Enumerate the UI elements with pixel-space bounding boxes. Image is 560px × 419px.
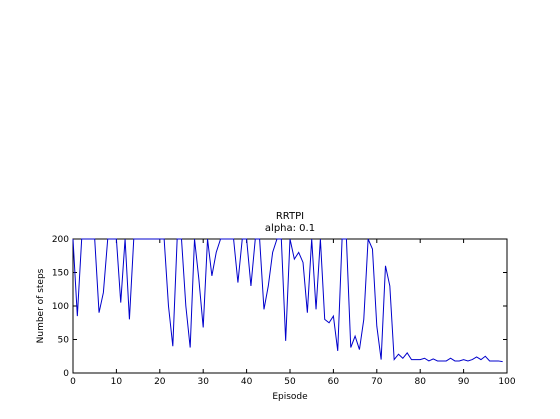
y-tick-label: 0 — [63, 369, 69, 379]
x-tick-label: 30 — [197, 377, 209, 387]
chart-subtitle: alpha: 0.1 — [265, 223, 315, 234]
chart-title: RRTPI — [276, 211, 304, 222]
x-tick-label: 90 — [458, 377, 470, 387]
x-tick-label: 10 — [111, 377, 123, 387]
y-tick-label: 200 — [52, 235, 69, 245]
tick-labels: 0 10 20 30 40 50 60 70 80 90 100 0 50 100 150 200 — [52, 235, 516, 387]
x-tick-label: 60 — [328, 377, 340, 387]
x-tick-label: 0 — [70, 377, 76, 387]
y-tick-label: 150 — [52, 269, 69, 279]
y-axis-label: Number of steps — [36, 268, 46, 343]
x-tick-label: 70 — [371, 377, 383, 387]
series-line — [72, 238, 503, 363]
x-tick-label: 80 — [414, 377, 426, 387]
x-tick-label: 40 — [241, 377, 253, 387]
plot-area — [72, 238, 508, 374]
x-tick-label: 100 — [498, 377, 515, 387]
x-tick-label: 50 — [284, 377, 296, 387]
y-tick-label: 100 — [52, 302, 69, 312]
y-tick-label: 50 — [58, 336, 70, 346]
x-axis-label: Episode — [272, 392, 308, 402]
x-tick-label: 20 — [154, 377, 166, 387]
